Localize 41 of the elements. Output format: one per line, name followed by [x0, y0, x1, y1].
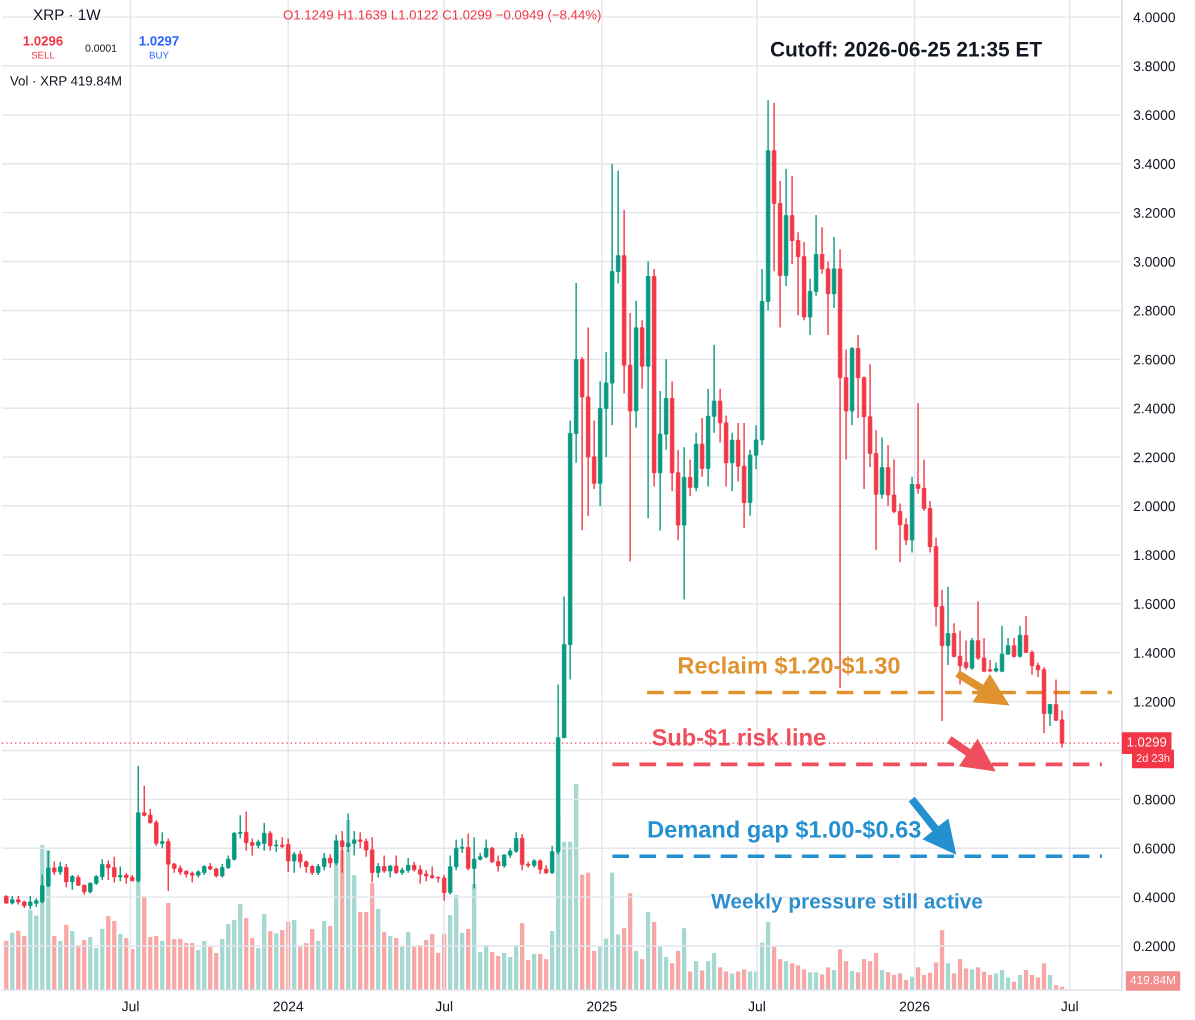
annotation: XRP · 1W [33, 9, 101, 20]
ref-line-label: 1.0299 [1127, 737, 1167, 747]
y-tick-label: 1.4000 [1134, 648, 1176, 658]
y-tick-label: 3.8000 [1133, 61, 1176, 72]
x-tick-label: Jul [748, 1001, 765, 1012]
y-tick-label: 1.6000 [1134, 599, 1176, 609]
annotation: Vol · XRP 419.84M [10, 75, 121, 86]
x-tick-label: 2026 [899, 1001, 930, 1012]
ref-line-label: Demand gap $1.00-$0.63 [648, 820, 921, 843]
y-tick-label: 1.8000 [1134, 550, 1176, 561]
y-tick-label: 3.6000 [1133, 110, 1176, 121]
y-tick-label: 2.6000 [1133, 354, 1176, 365]
text: Cutoff: 2026-06-25 21:35 ET [770, 41, 1042, 57]
y-tick-label: 4.0000 [1133, 12, 1176, 23]
annotation: 1.0297 [139, 36, 179, 46]
y-tick-label: 2.8000 [1133, 305, 1176, 316]
y-tick-label: 0.8000 [1133, 794, 1176, 805]
text: 2d 23h [1136, 753, 1170, 762]
y-tick-label: 0.6000 [1133, 843, 1176, 854]
y-tick-label: 0.2000 [1133, 941, 1176, 952]
x-tick-label: 2024 [273, 1001, 304, 1012]
annotation: 0.0001 [85, 44, 117, 52]
x-tick-label: 2025 [587, 1001, 617, 1012]
y-tick-label: 0.4000 [1133, 892, 1176, 903]
text: 419.84M [1130, 975, 1175, 985]
annotation: SELL [31, 51, 55, 59]
y-tick-label: 2.0000 [1133, 501, 1176, 512]
y-tick-label: 3.4000 [1133, 159, 1176, 169]
annotation: 1.0296 [23, 36, 63, 46]
y-tick-label: 3.2000 [1133, 208, 1176, 218]
x-tick-label: Jul [121, 1001, 139, 1012]
y-tick-label: 3.0000 [1133, 256, 1176, 267]
y-tick-label: 1.2000 [1134, 696, 1176, 707]
x-tick-label: Jul [1061, 1001, 1078, 1012]
y-tick-label: 2.2000 [1133, 452, 1176, 463]
annotation: Weekly pressure still active [711, 893, 983, 913]
annotation: O1.1249 H1.1639 L1.0122 C1.0299 −0.0949 (−8.44%) [283, 9, 601, 23]
y-tick-label: 2.4000 [1133, 403, 1176, 414]
annotation: BUY [149, 51, 169, 59]
ref-line-label: Sub-$1 risk line [652, 727, 826, 748]
x-tick-label: Jul [435, 1001, 453, 1012]
